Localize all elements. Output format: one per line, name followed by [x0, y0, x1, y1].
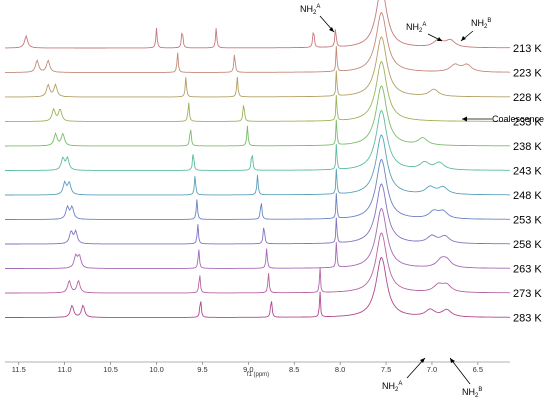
temperature-label: 253 K — [513, 215, 542, 227]
x-tick-label: 9.0 — [243, 365, 253, 374]
temperature-label: 233 K — [513, 117, 542, 129]
spectrum-trace — [5, 256, 510, 318]
spectrum-trace — [5, 85, 510, 147]
x-tick-label: 11.0 — [58, 365, 72, 374]
svg-text:NH2A: NH2A — [406, 22, 426, 34]
x-tick-label: 8.0 — [335, 365, 345, 374]
x-tick-label: 10.5 — [103, 365, 118, 374]
spectrum-trace — [5, 109, 510, 171]
arrow-head-icon — [462, 116, 467, 122]
svg-text:NH2B: NH2B — [471, 18, 491, 30]
temperature-label: 273 K — [513, 288, 542, 300]
arrow-head-icon — [450, 358, 455, 363]
temperature-labels: 213 K 223 K 228 K 233 K 238 K 243 K 248 K 253 K… — [513, 43, 542, 325]
arrow-head-icon — [329, 27, 334, 32]
spectrum-trace — [5, 207, 511, 269]
annotation-nh2a-bottom: NH2A — [382, 357, 426, 393]
temperature-label: 213 K — [513, 43, 542, 55]
annotation-nh2b-right: NH2B — [460, 18, 491, 42]
arrow-head-icon — [437, 37, 442, 41]
coalescence-label: Coalescence — [492, 114, 544, 124]
arrow-head-icon — [461, 36, 466, 41]
temperature-label: 243 K — [513, 166, 542, 178]
spectrum-trace — [5, 36, 510, 98]
x-tick-label: 7.5 — [381, 365, 391, 374]
ppm-ticks: 11.5 11.0 10.5 10.0 9.5 9.0 8.5 8.0 7.5 7.0 6.5 — [12, 362, 483, 374]
temperature-label: 248 K — [513, 190, 542, 202]
x-tick-label: 6.5 — [473, 365, 483, 374]
x-tick-label: 7.0 — [427, 365, 437, 374]
spectra-traces — [5, 0, 511, 318]
temperature-label: 223 K — [513, 68, 542, 80]
spectrum-trace — [5, 158, 510, 220]
x-tick-label: 8.5 — [289, 365, 299, 374]
annotation-coalescence: Coalescence — [462, 114, 544, 124]
temperature-label: 283 K — [513, 313, 542, 325]
spectrum-trace — [5, 0, 510, 49]
svg-text:NH2A: NH2A — [300, 4, 320, 16]
arrow-head-icon — [420, 358, 425, 363]
temperature-label: 258 K — [513, 239, 542, 251]
spectrum-trace — [5, 60, 510, 122]
annotation-nh2a-right: NH2A — [406, 22, 443, 42]
temperature-label: 238 K — [513, 141, 542, 153]
spectrum-trace — [5, 232, 510, 294]
spectrum-trace — [5, 183, 510, 245]
x-tick-label: 10.0 — [149, 365, 164, 374]
x-tick-label: 11.5 — [12, 365, 26, 374]
svg-text:NH2A: NH2A — [382, 381, 402, 393]
temperature-label: 228 K — [513, 92, 542, 104]
annotation-nh2b-bottom: NH2B — [449, 357, 482, 399]
annotation-nh2a-top: NH2A — [300, 4, 335, 33]
spectrum-trace — [5, 134, 510, 196]
temperature-label: 263 K — [513, 264, 542, 276]
svg-text:NH2B: NH2B — [462, 387, 482, 399]
x-axis-title: f1 (ppm) — [247, 372, 269, 378]
arrow-line — [449, 357, 471, 385]
spectrum-trace — [5, 11, 510, 73]
x-tick-label: 9.5 — [197, 365, 207, 374]
